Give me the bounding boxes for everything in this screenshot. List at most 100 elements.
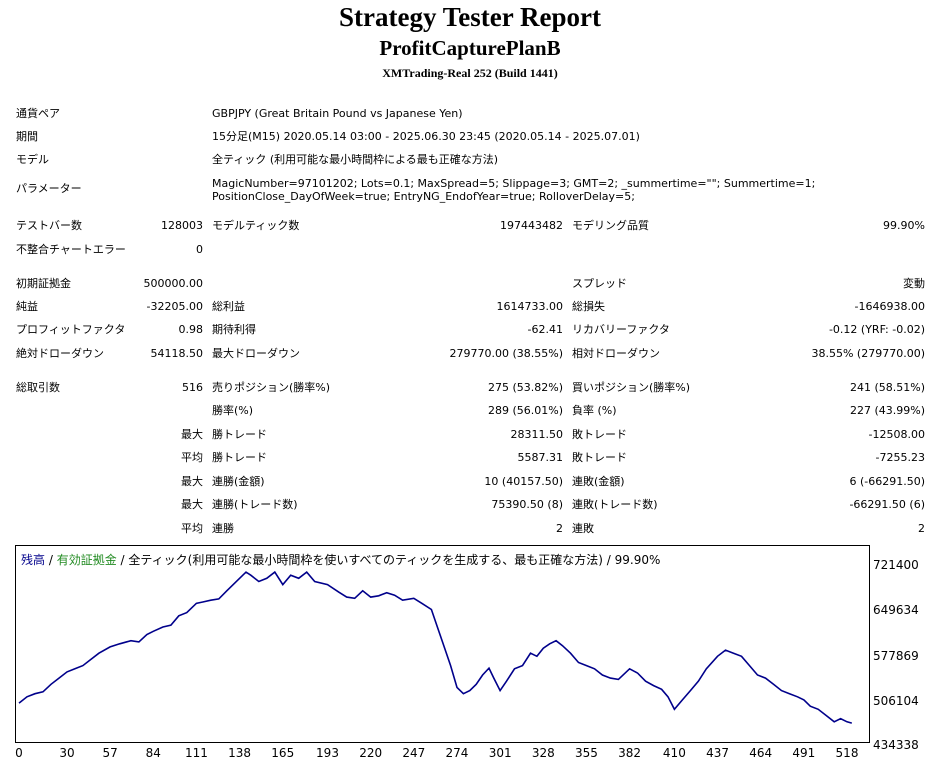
pf-value: 0.98 [178, 323, 204, 336]
consec-wins-value: 10 (40157.50) [484, 475, 563, 488]
max-dd-label: 最大ドローダウン [212, 347, 300, 360]
average-prefix: 平均 [181, 451, 203, 464]
long-value: 241 (58.51%) [849, 381, 925, 394]
avg-consec-prefix: 平均 [181, 522, 203, 535]
rel-dd-value: 38.55% (279770.00) [811, 347, 925, 360]
x-tick-label: 437 [706, 746, 729, 760]
ticks-value: 197443482 [500, 219, 563, 232]
rel-dd-label: 相対ドローダウン [572, 347, 660, 360]
trades-label: 総取引数 [16, 381, 60, 394]
x-tick-label: 491 [792, 746, 816, 760]
legend-sep-2: / [116, 553, 129, 567]
net-value: -32205.00 [146, 300, 203, 313]
period-label: 期間 [16, 130, 38, 143]
model-value: 全ティック (利用可能な最小時間枠による最も正確な方法) [212, 153, 499, 166]
model-label: モデル [16, 153, 49, 166]
consec-profit-value: 75390.50 (8) [491, 498, 563, 511]
consec-losses-value: 6 (-66291.50) [849, 475, 925, 488]
legend-equity: 有効証拠金 [56, 553, 117, 567]
avg-consec-wins-value: 2 [556, 522, 563, 535]
x-tick-label: 30 [59, 746, 75, 760]
legend-sep-1: / [45, 553, 57, 567]
legend-quality: 99.90% [614, 553, 661, 567]
largest-win-value: 28311.50 [510, 428, 564, 441]
bars-label: テストバー数 [16, 219, 82, 232]
x-tick-label: 193 [316, 746, 339, 760]
legend-model: 全ティック(利用可能な最小時間枠を使いすべてのティックを生成する、最も正確な方法… [128, 553, 603, 567]
deposit-label: 初期証拠金 [16, 277, 71, 290]
quality-value: 99.90% [883, 219, 925, 232]
params-value: MagicNumber=97101202; Lots=0.1; MaxSprea… [212, 177, 902, 203]
gross-profit-label: 総利益 [212, 300, 245, 313]
gross-profit-value: 1614733.00 [496, 300, 563, 313]
long-label: 買いポジション(勝率%) [572, 381, 691, 394]
quality-label: モデリング品質 [572, 219, 649, 232]
consec-wins-label: 連勝(金額) [212, 475, 265, 488]
consec-max-prefix: 最大 [181, 475, 203, 488]
x-tick-label: 355 [575, 746, 598, 760]
short-value: 275 (53.82%) [487, 381, 563, 394]
max-dd-value: 279770.00 (38.55%) [449, 347, 563, 360]
x-tick-label: 57 [102, 746, 118, 760]
deposit-value: 500000.00 [143, 277, 204, 290]
legend-balance: 残高 [21, 553, 46, 567]
consec-losses-label: 連敗(金額) [572, 475, 625, 488]
x-tick-label: 274 [445, 746, 469, 760]
mismatch-label: 不整合チャートエラー [16, 243, 126, 256]
expected-label: 期待利得 [212, 323, 256, 336]
ticks-label: モデルティック数 [212, 219, 300, 232]
lossrate-label: 負率 (%) [572, 404, 617, 417]
abs-dd-label: 絶対ドローダウン [16, 347, 104, 360]
x-tick-label: 220 [359, 746, 383, 760]
spread-value: 変動 [903, 277, 925, 290]
trades-value: 516 [182, 381, 203, 394]
gross-loss-value: -1646938.00 [854, 300, 925, 313]
x-tick-label: 464 [749, 746, 773, 760]
x-tick-label: 84 [145, 746, 161, 760]
consec-max-prefix-2: 最大 [181, 498, 203, 511]
x-tick-label: 301 [488, 746, 512, 760]
x-tick-label: 0 [15, 746, 23, 760]
x-tick-label: 111 [184, 746, 208, 760]
avg-consec-wins-label: 連勝 [212, 522, 234, 535]
recovery-value: -0.12 (YRF: -0.02) [828, 323, 925, 336]
largest-prefix: 最大 [181, 428, 203, 441]
x-tick-label: 518 [835, 746, 859, 760]
expert-name: ProfitCapturePlanB [379, 36, 561, 60]
recovery-label: リカバリーファクタ [572, 323, 670, 336]
x-tick-label: 382 [618, 746, 642, 760]
consec-loss-value: -66291.50 (6) [849, 498, 925, 511]
lossrate-value: 227 (43.99%) [849, 404, 925, 417]
winrate-value: 289 (56.01%) [487, 404, 563, 417]
chart-legend: 残高 / 有効証拠金 / 全ティック(利用可能な最小時間枠を使いすべてのティック… [21, 551, 660, 568]
net-label: 純益 [16, 300, 38, 313]
y-tick-label: 506104 [873, 694, 919, 708]
avg-win-value: 5587.31 [517, 451, 564, 464]
x-tick-label: 247 [402, 746, 426, 760]
largest-win-label: 勝トレード [212, 428, 267, 441]
pf-label: プロフィットファクタ [16, 323, 126, 336]
short-label: 売りポジション(勝率%) [212, 381, 331, 394]
mismatch-value: 0 [196, 243, 203, 256]
x-tick-label: 328 [531, 746, 555, 760]
params-label: パラメーター [16, 182, 82, 195]
symbol-value: GBPJPY (Great Britain Pound vs Japanese … [212, 107, 463, 120]
y-tick-label: 577869 [873, 649, 919, 663]
abs-dd-value: 54118.50 [150, 347, 204, 360]
avg-loss-label: 敗トレード [572, 451, 627, 464]
symbol-label: 通貨ペア [16, 107, 60, 120]
largest-loss-label: 敗トレード [572, 428, 627, 441]
largest-loss-value: -12508.00 [868, 428, 925, 441]
y-tick-label: 721400 [873, 558, 919, 572]
params-line-2: PositionClose_DayOfWeek=true; EntryNG_En… [212, 190, 635, 203]
avg-loss-value: -7255.23 [875, 451, 925, 464]
x-tick-label: 165 [271, 746, 295, 760]
params-line-1: MagicNumber=97101202; Lots=0.1; MaxSprea… [212, 177, 816, 190]
period-value: 15分足(M15) 2020.05.14 03:00 - 2025.06.30 … [212, 130, 640, 143]
report-title: Strategy Tester Report [339, 2, 601, 32]
x-tick-label: 138 [228, 746, 252, 760]
avg-consec-losses-value: 2 [918, 522, 925, 535]
bars-value: 128003 [161, 219, 203, 232]
gross-loss-label: 総損失 [572, 300, 605, 313]
